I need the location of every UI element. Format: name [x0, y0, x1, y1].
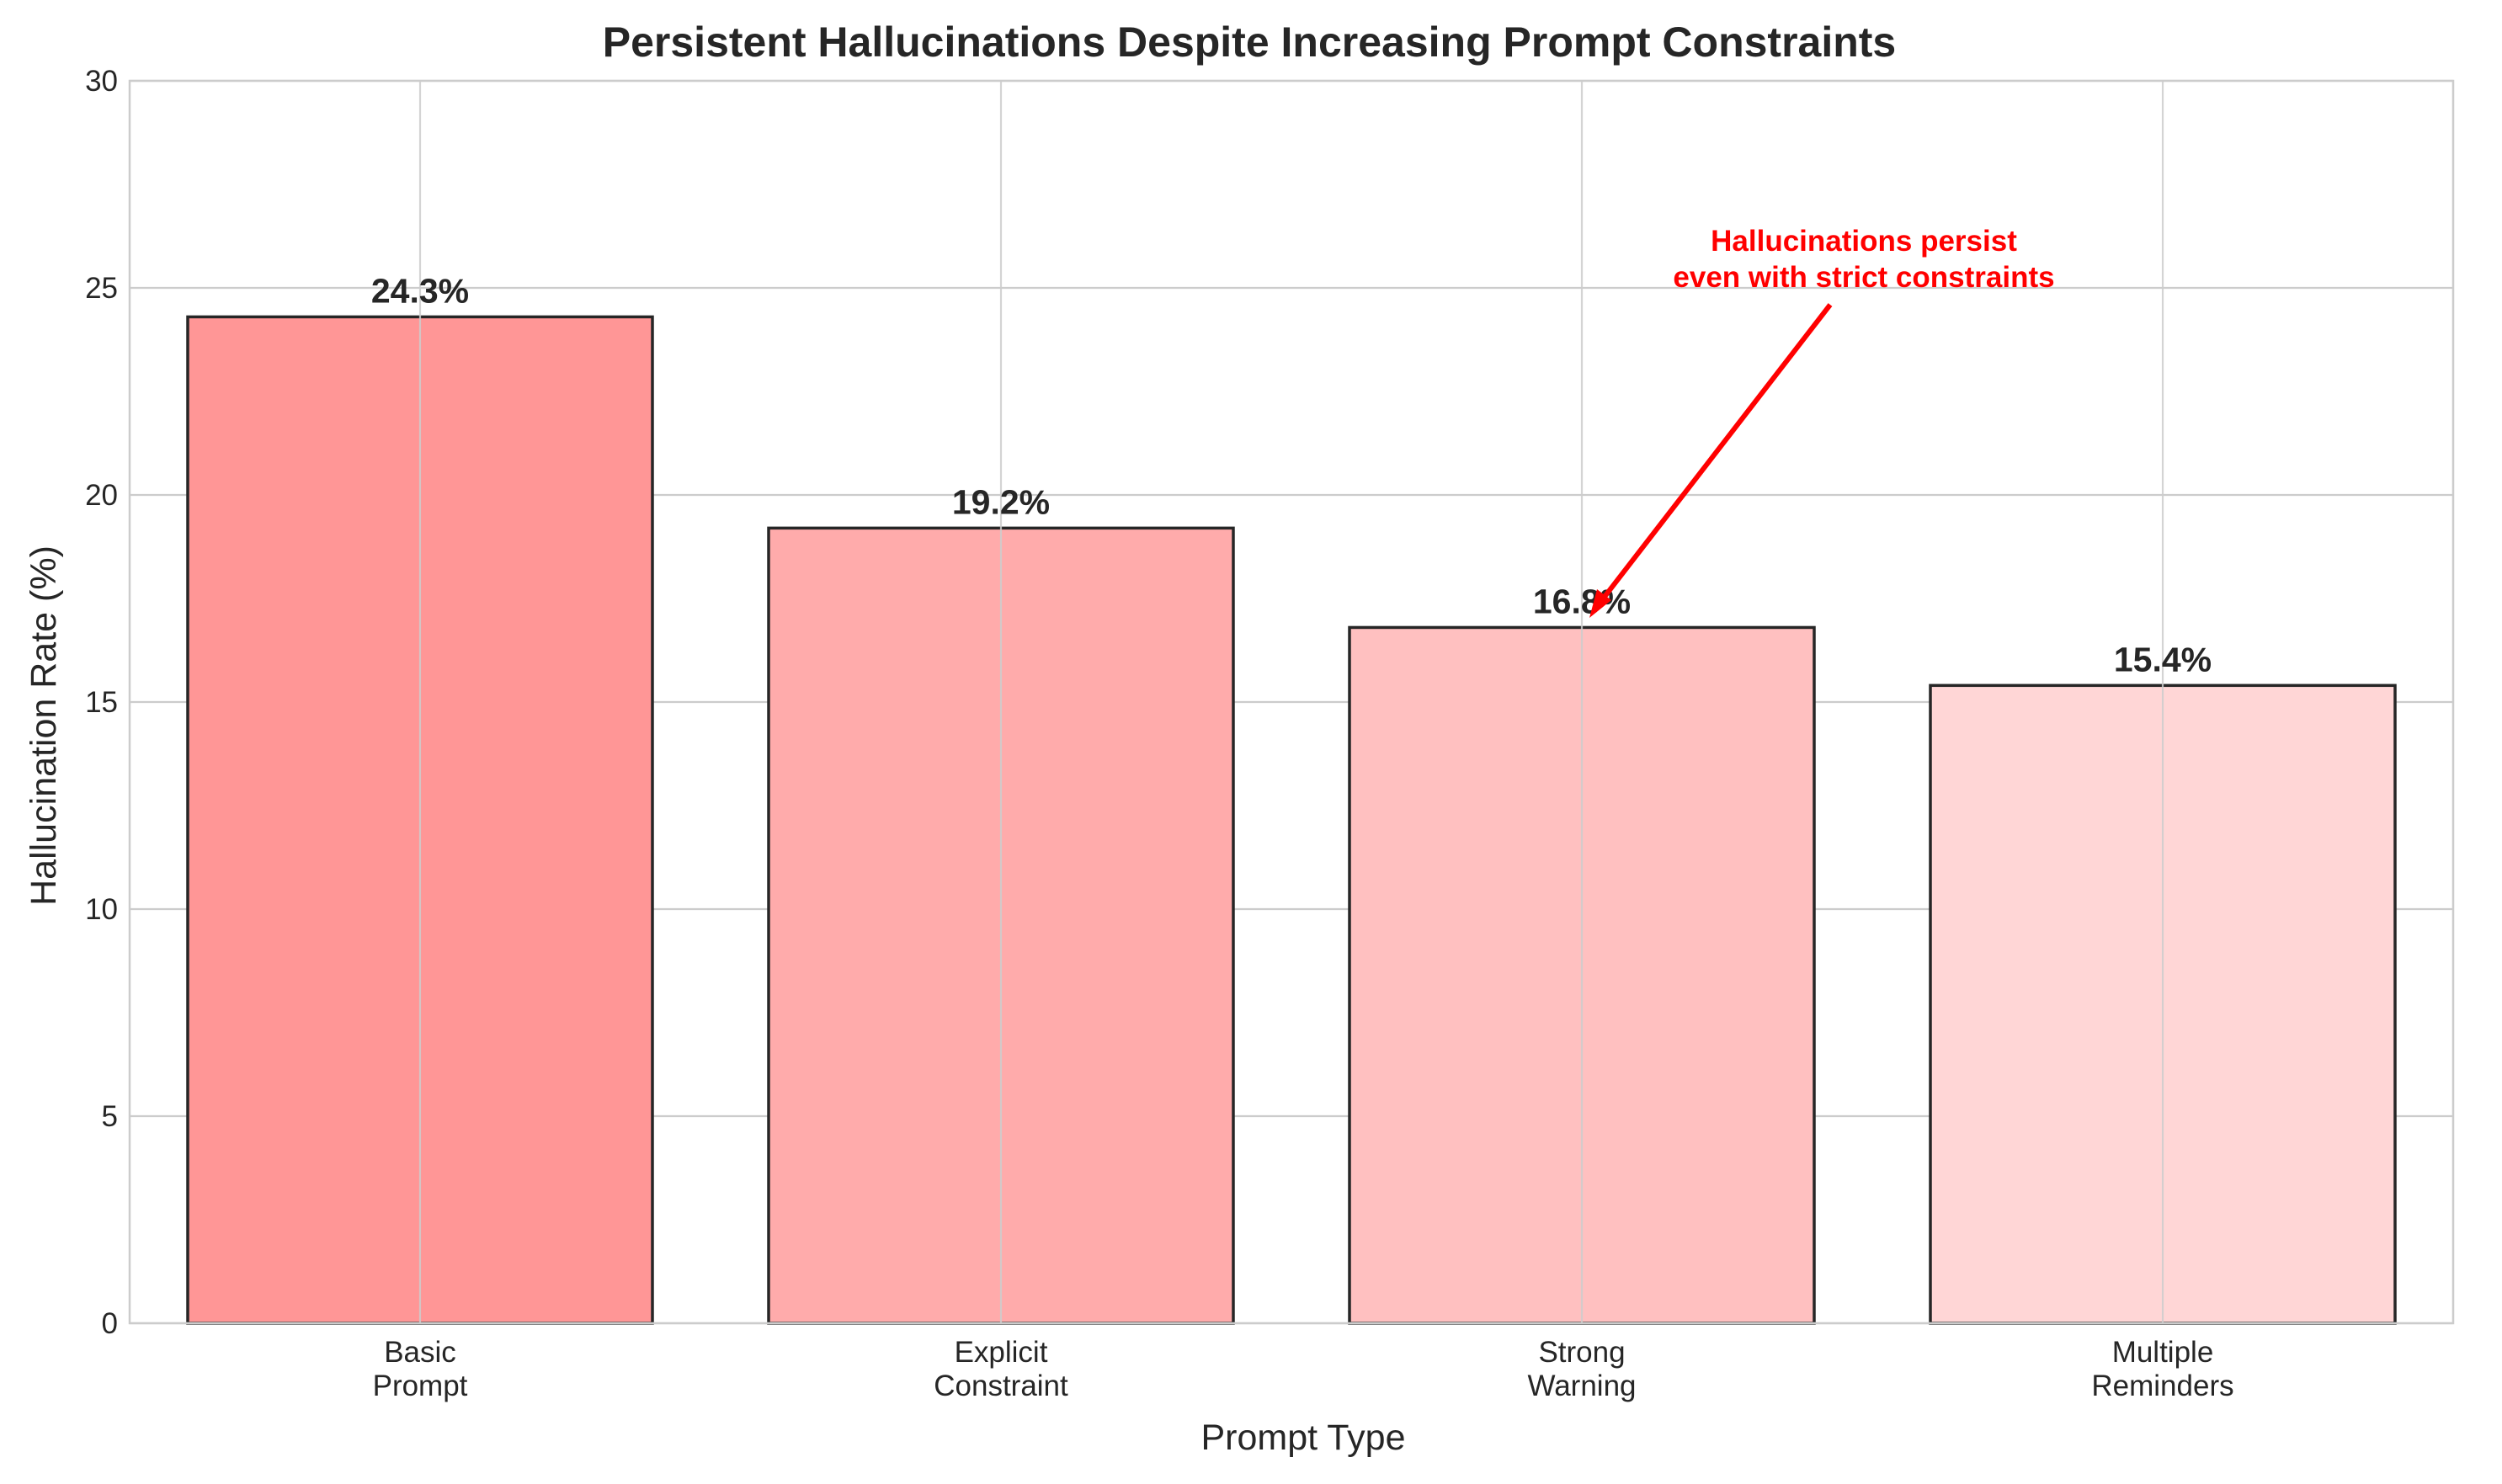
x-tick-label: Basic	[384, 1336, 456, 1369]
chart-title: Persistent Hallucinations Despite Increa…	[603, 19, 1896, 66]
y-tick-label: 5	[102, 1100, 118, 1133]
plot-frame	[128, 79, 2455, 1325]
y-tick-label: 10	[85, 893, 118, 926]
vertical-grid-lines	[418, 81, 2164, 1323]
y-tick-label: 20	[85, 479, 118, 512]
y-tick-label: 15	[85, 686, 118, 719]
y-tick-label: 25	[85, 272, 118, 305]
y-tick-label: 0	[102, 1307, 118, 1340]
x-tick-label: Strong	[1538, 1336, 1625, 1369]
x-tick-label: Prompt	[373, 1370, 468, 1402]
bar-value-label: 24.3%	[371, 271, 469, 310]
y-tick-label: 30	[85, 65, 118, 98]
annotation-arrow-head	[1589, 589, 1611, 618]
data-labels: 24.3% 19.2% 16.8% 15.4%	[371, 271, 2212, 678]
x-tick-label: Explicit	[955, 1336, 1048, 1369]
annotation-arrow-shaft	[1599, 303, 1833, 603]
x-tick-label: Constraint	[934, 1370, 1068, 1402]
x-axis-label: Prompt Type	[1201, 1418, 1406, 1458]
x-tick-label: Reminders	[2091, 1370, 2233, 1402]
annotation-text-line-1: Hallucinations persist	[1711, 225, 2017, 258]
annotation-text-line-2: even with strict constraints	[1673, 261, 2054, 294]
bar-value-label: 16.8%	[1533, 582, 1631, 620]
bar-value-label: 15.4%	[2114, 640, 2212, 678]
x-tick-label: Multiple	[2112, 1336, 2214, 1369]
annotation: Hallucinations persist even with strict …	[1589, 225, 2055, 618]
bar-value-label: 19.2%	[952, 482, 1050, 521]
x-tick-label: Warning	[1527, 1370, 1636, 1402]
y-axis-label: Hallucination Rate (%)	[24, 545, 64, 906]
